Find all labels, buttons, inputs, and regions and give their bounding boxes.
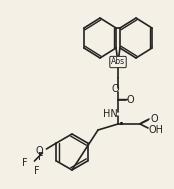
Text: O: O bbox=[36, 146, 43, 156]
Text: O: O bbox=[126, 95, 134, 105]
Text: OH: OH bbox=[148, 125, 164, 135]
Text: Abs: Abs bbox=[111, 57, 125, 67]
Text: F: F bbox=[34, 166, 39, 176]
Text: F: F bbox=[38, 152, 43, 162]
Text: O: O bbox=[111, 84, 119, 94]
Text: O: O bbox=[150, 114, 158, 124]
Text: F: F bbox=[22, 158, 27, 168]
Text: HN: HN bbox=[103, 109, 117, 119]
